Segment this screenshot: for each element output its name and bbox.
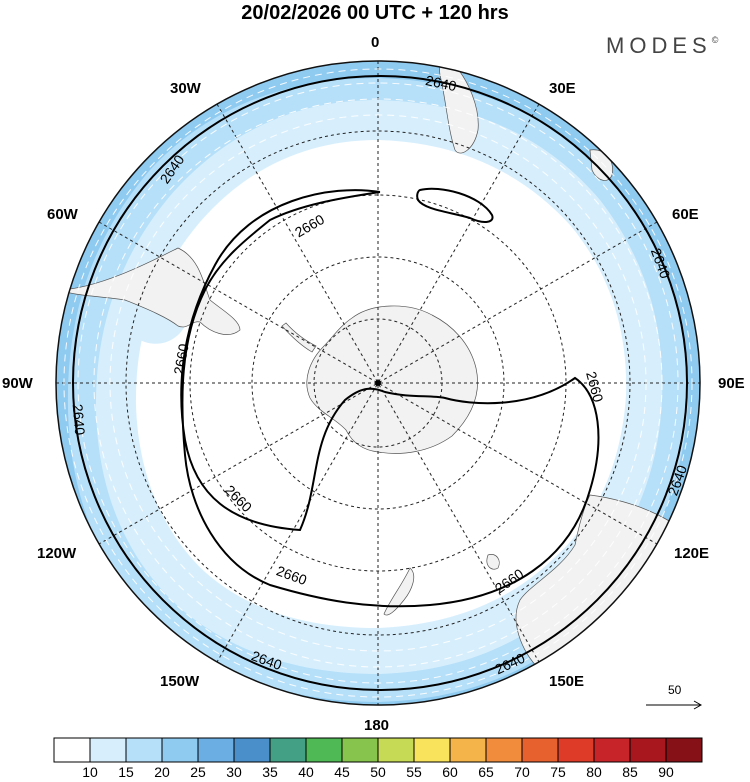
contour-label: 2640 bbox=[424, 72, 458, 94]
contour-label: 2640 bbox=[70, 403, 89, 436]
lon-label-90e: 90E bbox=[718, 375, 745, 392]
lon-label-30e: 30E bbox=[549, 80, 576, 97]
lon-label-60e: 60E bbox=[672, 206, 699, 223]
lon-label-90w: 90W bbox=[2, 375, 33, 392]
contour-2640 bbox=[72, 75, 688, 691]
wind-vectors bbox=[63, 68, 693, 698]
contour-2660-island bbox=[416, 187, 494, 223]
lon-label-60w: 60W bbox=[47, 206, 78, 223]
lon-label-180: 180 bbox=[364, 717, 390, 734]
brand-logo: MODES© bbox=[606, 33, 718, 59]
lon-label-150e: 150E bbox=[549, 673, 585, 690]
new-zealand bbox=[383, 567, 415, 616]
contour-label: 2660 bbox=[583, 370, 607, 404]
tasmania bbox=[486, 554, 500, 570]
lon-label-120e: 120E bbox=[674, 545, 710, 562]
copyright-mark: © bbox=[711, 35, 719, 45]
reference-vector-label: 50 bbox=[668, 683, 682, 697]
contour-2660-main bbox=[180, 189, 600, 608]
lon-label-150w: 150W bbox=[160, 673, 200, 690]
antarctica bbox=[306, 305, 478, 454]
lon-label-120w: 120W bbox=[37, 545, 77, 562]
lon-label-0: 0 bbox=[371, 34, 380, 51]
brand-name: MODES bbox=[606, 33, 712, 58]
reference-vector-arrow bbox=[646, 700, 703, 710]
lon-label-30w: 30W bbox=[170, 80, 201, 97]
map-title: 20/02/2026 00 UTC + 120 hrs bbox=[241, 2, 509, 24]
contour-label: 2660 bbox=[170, 342, 191, 376]
south-pole-dot bbox=[375, 380, 381, 386]
map-boundary bbox=[55, 60, 701, 706]
